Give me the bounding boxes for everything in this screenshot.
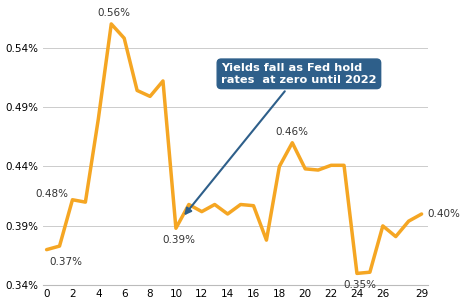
Text: 0.48%: 0.48% <box>35 189 69 199</box>
Text: 0.37%: 0.37% <box>49 257 82 267</box>
Text: 0.39%: 0.39% <box>162 235 195 245</box>
Text: 0.56%: 0.56% <box>97 8 130 18</box>
Text: 0.35%: 0.35% <box>343 280 376 290</box>
Text: 0.46%: 0.46% <box>276 127 309 137</box>
Text: 0.40%: 0.40% <box>427 209 460 219</box>
Text: Yields fall as Fed hold
rates  at zero until 2022: Yields fall as Fed hold rates at zero un… <box>185 63 377 214</box>
